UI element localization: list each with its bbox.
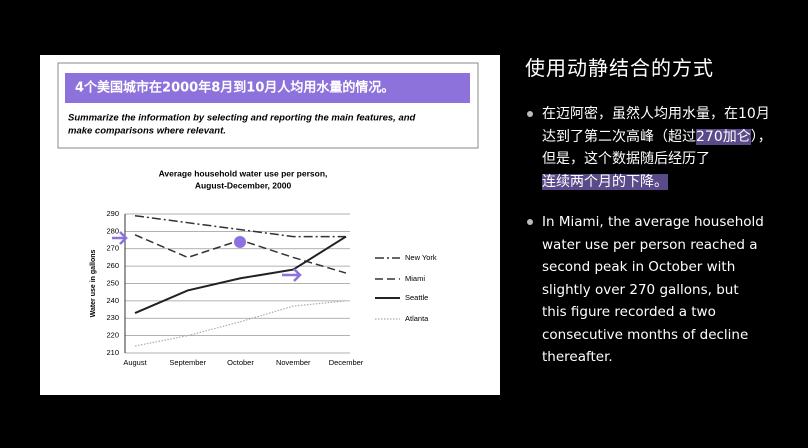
highlight: 270加仑 — [696, 128, 751, 145]
x-tick-label: October — [227, 358, 254, 367]
line: this figure recorded a two — [542, 304, 716, 320]
y-tick-label: 260 — [106, 261, 119, 270]
zh-paragraph: 在迈阿密，虽然人均用水量，在10月 达到了第二次高峰（超过270加仑）， 但是，… — [525, 103, 805, 193]
text: 但是，这个数据随后经历了 — [542, 151, 710, 167]
text: 在迈阿密，虽然人均用水量，在10月 — [542, 106, 770, 122]
dot-decoration — [234, 236, 246, 248]
text: ）， — [750, 128, 772, 145]
x-tick-label: November — [276, 358, 311, 367]
en-paragraph: In Miami, the average household water use… — [525, 211, 805, 369]
question-box — [57, 62, 479, 149]
series-line — [134, 235, 347, 314]
banner-bg — [65, 73, 470, 103]
legend-label: Atlanta — [405, 314, 429, 323]
legend-label: New York — [405, 253, 437, 262]
y-tick-label: 210 — [106, 348, 119, 357]
y-tick-label: 240 — [106, 296, 119, 305]
line: consecutive months of decline — [542, 326, 749, 343]
line: 达到了第二次高峰（超过270加仑）， — [542, 126, 805, 149]
y-tick-label: 280 — [106, 226, 119, 235]
line: slightly over 270 gallons, but — [542, 281, 739, 298]
y-tick-label: 250 — [106, 278, 119, 287]
arrow-decoration — [282, 268, 302, 282]
line: 但是，这个数据随后经历了 — [542, 148, 805, 171]
line: thereafter. — [542, 349, 613, 365]
chart-title: August-December, 2000 — [195, 180, 292, 190]
x-tick-label: December — [329, 358, 364, 367]
side-title: 使用动静结合的方式 — [525, 56, 714, 80]
y-tick-label: 230 — [106, 313, 119, 322]
banner: 4个美国城市在2000年8月到10月人均用水量的情况。 — [75, 80, 394, 96]
legend-label: Seattle — [405, 293, 428, 302]
y-axis-label: Water use in gallons — [90, 249, 97, 317]
line: water use per person reached a — [542, 236, 758, 253]
card: 4个美国城市在2000年8月到10月人均用水量的情况。 Summarize th… — [40, 55, 500, 395]
y-tick-label: 290 — [106, 209, 119, 218]
arrow-decoration — [112, 231, 128, 245]
highlight: 连续两个月的下降。 — [542, 173, 668, 190]
legend-label: Miami — [405, 274, 425, 283]
instruction: Summarize the information by selecting a… — [68, 113, 416, 124]
series-line — [134, 214, 346, 238]
instruction: make comparisons where relevant. — [68, 126, 226, 137]
y-tick-label: 220 — [106, 331, 119, 340]
text: 达到了第二次高峰（超过 — [542, 128, 696, 145]
line: 在迈阿密，虽然人均用水量，在10月 — [542, 103, 805, 126]
line: In Miami, the average household — [542, 214, 764, 230]
x-tick-label: August — [123, 358, 147, 367]
y-tick-label: 270 — [106, 244, 119, 253]
series-line — [134, 300, 347, 347]
side-panel: 使用动静结合的方式 在迈阿密，虽然人均用水量，在10月 达到了第二次高峰（超过2… — [525, 52, 805, 369]
card-bg — [40, 55, 500, 395]
line: 连续两个月的下降。 — [542, 171, 805, 194]
x-tick-label: September — [169, 358, 206, 367]
line: second peak in October with — [542, 259, 736, 275]
chart-title: Average household water use per person, — [159, 168, 328, 178]
